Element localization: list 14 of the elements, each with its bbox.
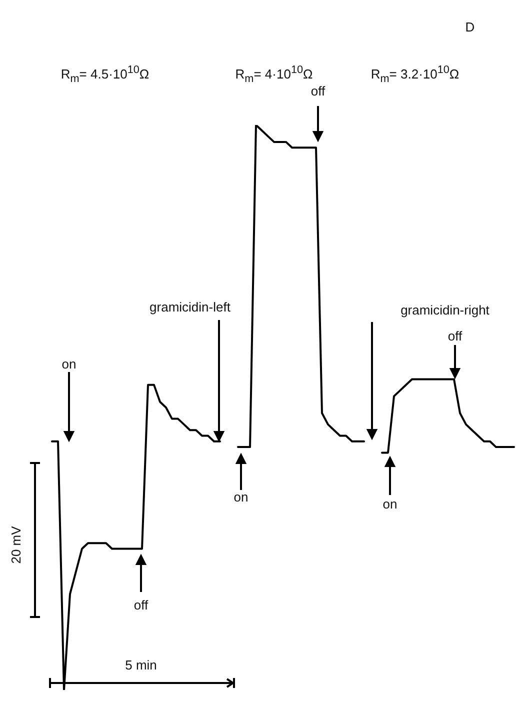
text: R$_{m}$= 4·10$^{10}$Ω bbox=[235, 64, 313, 86]
annotation: gramicidin-left bbox=[150, 300, 230, 314]
annotation: gramicidin-right bbox=[400, 302, 490, 318]
text: off bbox=[310, 84, 326, 98]
annotation: 5 min bbox=[125, 658, 157, 672]
text: R$_{m}$= 4.5·10$^{10}$Ω bbox=[60, 64, 150, 86]
annotation: on bbox=[234, 490, 248, 504]
text: 20 mV bbox=[8, 526, 24, 564]
annotation: on bbox=[382, 496, 398, 512]
annotation: off bbox=[134, 598, 148, 612]
annotation: off bbox=[448, 328, 462, 344]
text: R$_{m}$= 3.2·10$^{10}$Ω bbox=[370, 64, 460, 86]
text: D bbox=[465, 20, 475, 34]
annotation: on bbox=[62, 356, 76, 372]
